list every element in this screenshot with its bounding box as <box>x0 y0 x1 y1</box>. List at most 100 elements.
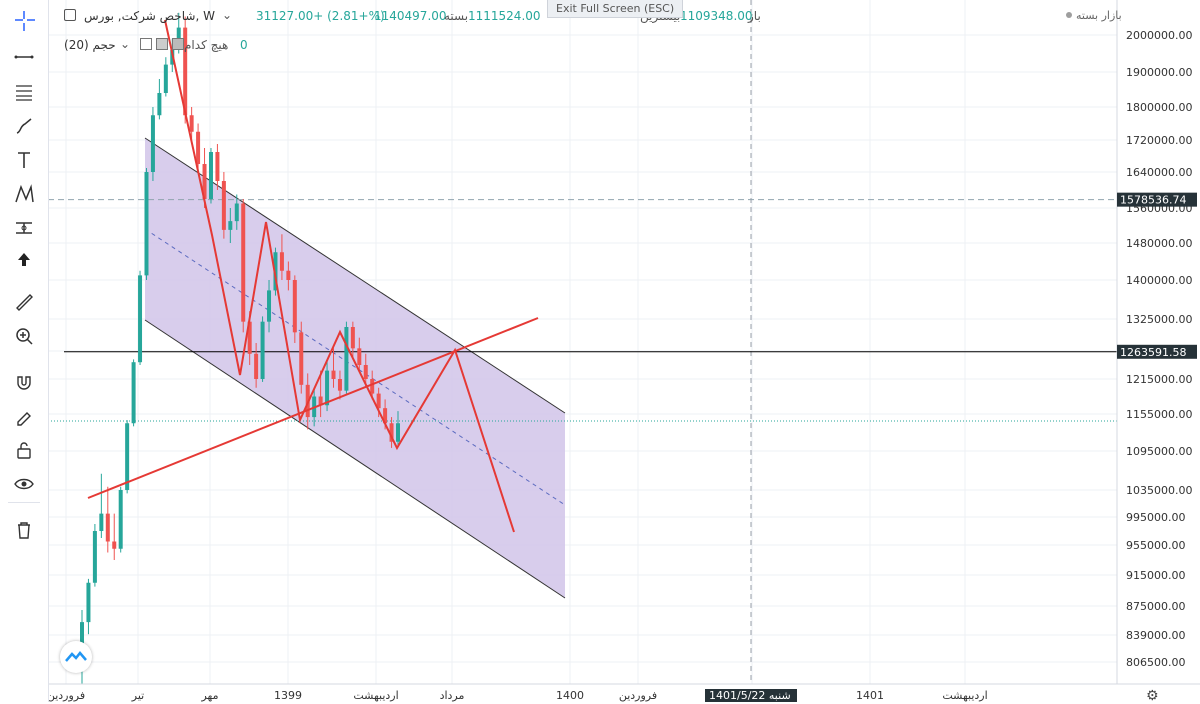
symbol-title[interactable]: شاخص شرکت, بورس, W <box>84 9 215 23</box>
legend-collapse-button[interactable] <box>64 8 76 23</box>
candle-body <box>150 115 155 172</box>
candle-body <box>318 396 323 406</box>
change-value: 31127.00+ (2.81+%) <box>256 9 385 23</box>
volume-value: 0 <box>240 38 248 52</box>
remove-icon[interactable] <box>171 38 184 50</box>
price-label-text: 1578536.74 <box>1120 194 1186 207</box>
time-axis-tick: 1401 <box>856 689 884 702</box>
eye-settings-icon[interactable] <box>140 38 152 50</box>
candle-body <box>221 181 226 230</box>
price-axis-tick: 1155000.00 <box>1126 408 1192 421</box>
market-status-text: بازار بسته <box>1076 9 1122 22</box>
tradingview-logo[interactable] <box>60 641 92 673</box>
candle-body <box>189 115 194 132</box>
candle-body <box>131 362 136 424</box>
lock-draw-icon[interactable] <box>9 402 39 430</box>
candle-body <box>241 203 246 322</box>
candle-body <box>344 327 349 391</box>
candle-body <box>92 531 97 583</box>
volume-note: هیچ کدام <box>184 38 229 52</box>
candle-body <box>99 513 104 531</box>
time-axis-tick: فروردین <box>619 689 657 702</box>
price-axis-tick: 1720000.00 <box>1126 134 1192 147</box>
time-axis-tick: فروردین <box>47 689 85 702</box>
text-icon[interactable] <box>9 146 39 174</box>
time-axis-tick: 1399 <box>274 689 302 702</box>
eye-icon[interactable] <box>9 470 39 498</box>
price-axis-tick: 1325000.00 <box>1126 313 1192 326</box>
price-axis-tick: 1035000.00 <box>1126 484 1192 497</box>
candle-body <box>292 280 297 333</box>
settings-icon[interactable] <box>155 38 168 50</box>
price-axis-tick: 1480000.00 <box>1126 237 1192 250</box>
drawing-toolbar <box>0 0 49 702</box>
price-axis-tick: 1215000.00 <box>1126 373 1192 386</box>
candle-body <box>234 203 239 222</box>
price-axis-tick: 806500.00 <box>1126 656 1186 669</box>
ruler-icon[interactable] <box>9 288 39 316</box>
time-axis-tick: 1400 <box>556 689 584 702</box>
market-status: بازار بسته <box>1066 9 1122 22</box>
channel-median-line[interactable] <box>144 228 566 506</box>
candle-body <box>383 408 388 424</box>
channel-lower-line[interactable] <box>144 319 566 599</box>
candle-body <box>363 365 368 379</box>
price-label-box <box>1117 344 1197 359</box>
fib-icon[interactable] <box>9 78 39 106</box>
arrow-up-icon[interactable] <box>9 246 39 274</box>
candle-body <box>80 622 84 651</box>
price-axis-tick: 915000.00 <box>1126 569 1186 582</box>
high-value: 1109348.00 <box>680 9 753 23</box>
wave-pattern-drawing[interactable] <box>164 19 515 533</box>
candle-body <box>215 152 220 181</box>
candle-body <box>247 321 252 354</box>
exit-fullscreen-button[interactable]: Exit Full Screen (ESC) <box>547 0 684 18</box>
symbol-dropdown-icon[interactable]: ⌄ <box>222 8 233 22</box>
price-axis-tick: 2000000.00 <box>1126 29 1192 42</box>
candle-body <box>254 353 259 379</box>
trend-line-drawing[interactable] <box>87 317 539 499</box>
unlock-icon[interactable] <box>9 436 39 464</box>
chart-settings-gear-icon[interactable]: ⚙ <box>1146 688 1159 704</box>
close-label: بسته <box>444 9 469 23</box>
time-axis-tick: تیر <box>131 689 144 702</box>
crosshair-icon[interactable] <box>9 6 39 34</box>
measure-icon[interactable] <box>9 214 39 242</box>
trend-line-icon[interactable] <box>9 42 39 70</box>
volume-dropdown-icon[interactable]: ⌄ <box>120 37 131 51</box>
date-label-box <box>705 689 797 702</box>
candle-body <box>196 131 201 164</box>
price-axis-tick: 1640000.00 <box>1126 166 1192 179</box>
volume-indicator-label[interactable]: حجم (20) <box>64 38 116 52</box>
candle-body <box>118 490 123 549</box>
candle-body <box>331 370 336 379</box>
price-axis-tick: 1095000.00 <box>1126 445 1192 458</box>
candle-body <box>157 93 162 116</box>
candle-body <box>337 379 342 391</box>
magnet-icon[interactable] <box>9 368 39 396</box>
price-axis-tick: 1900000.00 <box>1126 66 1192 79</box>
candle-body <box>228 221 233 230</box>
pattern-icon[interactable] <box>9 180 39 208</box>
candle-body <box>260 321 265 379</box>
candle-body <box>299 332 304 385</box>
price-axis-tick: 839000.00 <box>1126 629 1186 642</box>
time-axis-tick: اردیبهشت <box>942 689 987 702</box>
zoom-in-icon[interactable] <box>9 322 39 350</box>
candle-body <box>163 64 168 93</box>
time-axis-tick: اردیبهشت <box>353 689 398 702</box>
channel-upper-line[interactable] <box>144 137 566 414</box>
volume-indicator-actions <box>140 38 184 53</box>
price-axis-tick: 875000.00 <box>1126 600 1186 613</box>
candle-body <box>286 270 291 280</box>
trash-icon[interactable] <box>9 516 39 544</box>
date-label-text: 1401/5/22 شنبه <box>709 689 791 702</box>
price-axis-tick: 1400000.00 <box>1126 274 1192 287</box>
time-axis-tick: مهر <box>200 689 218 702</box>
candle-body <box>105 513 110 542</box>
brush-icon[interactable] <box>9 112 39 140</box>
regression-channel-fill[interactable] <box>145 138 565 598</box>
candle-body <box>279 252 284 271</box>
candle-body <box>208 152 213 199</box>
